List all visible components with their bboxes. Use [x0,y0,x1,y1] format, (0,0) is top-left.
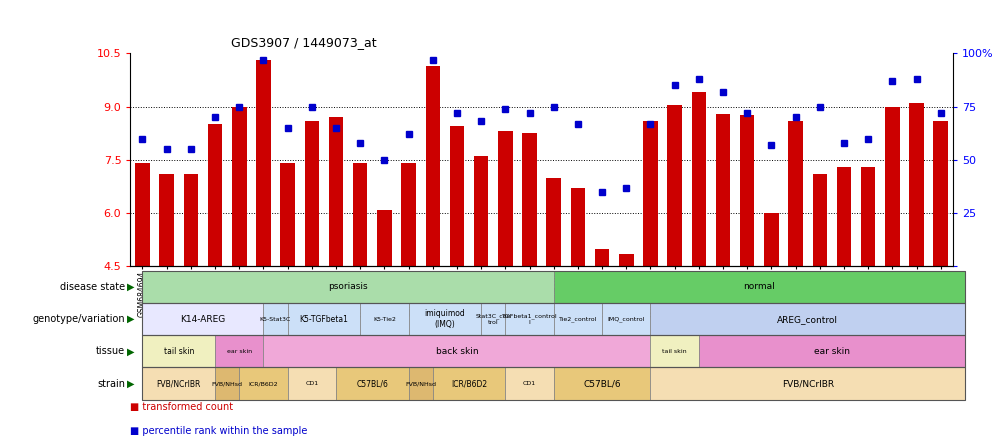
Text: AREG_control: AREG_control [777,315,838,324]
Bar [353,163,367,266]
Bar [933,121,947,266]
Text: tissue: tissue [96,346,125,357]
Text: tail skin: tail skin [661,349,686,354]
Bar [498,131,512,266]
Bar [666,105,681,266]
Bar [884,107,899,266]
Bar [207,124,222,266]
Bar [522,133,536,266]
Text: ▶: ▶ [127,282,134,292]
Bar [135,163,149,266]
Text: tail skin: tail skin [163,347,193,356]
Text: genotype/variation: genotype/variation [33,314,125,324]
Bar [836,167,851,266]
Text: ■ percentile rank within the sample: ■ percentile rank within the sample [130,426,308,436]
Text: K5-Stat3C: K5-Stat3C [260,317,291,321]
Text: disease state: disease state [60,282,125,292]
Bar [860,167,875,266]
Bar [546,178,560,266]
Text: FVB/NHsd: FVB/NHsd [405,381,436,386]
Bar [449,126,464,266]
Text: ICR/B6D2: ICR/B6D2 [451,379,487,388]
Text: GDS3907 / 1449073_at: GDS3907 / 1449073_at [230,36,376,49]
Text: ear skin: ear skin [813,347,849,356]
Bar [401,163,416,266]
Bar [618,254,633,266]
Text: IMQ_control: IMQ_control [607,316,644,322]
Bar [256,60,271,266]
Text: C57BL/6: C57BL/6 [356,379,388,388]
Bar [642,121,657,266]
Text: strain: strain [97,378,125,388]
Text: TGFbeta1_control
l: TGFbeta1_control l [501,313,557,325]
Text: K14-AREG: K14-AREG [180,315,225,324]
Text: ▶: ▶ [127,378,134,388]
Bar [909,103,923,266]
Bar [473,156,488,266]
Bar [812,174,827,266]
Text: ▶: ▶ [127,346,134,357]
Bar [764,213,778,266]
Text: C57BL/6: C57BL/6 [583,379,620,388]
Bar [594,249,609,266]
Text: ■ transformed count: ■ transformed count [130,402,233,412]
Text: psoriasis: psoriasis [328,282,368,291]
Bar [281,163,295,266]
Text: normal: normal [742,282,775,291]
Bar [305,121,319,266]
Bar [739,115,754,266]
Text: ear skin: ear skin [226,349,252,354]
Text: FVB/NHsd: FVB/NHsd [211,381,242,386]
Bar [183,174,198,266]
Text: back skin: back skin [435,347,478,356]
Bar [231,107,246,266]
Text: imiquimod
(IMQ): imiquimod (IMQ) [424,309,465,329]
Bar [425,66,440,266]
Text: K5-TGFbeta1: K5-TGFbeta1 [300,315,348,324]
Bar [159,174,173,266]
Text: CD1: CD1 [522,381,535,386]
Text: ▶: ▶ [127,314,134,324]
Text: Stat3C_con
trol: Stat3C_con trol [475,313,511,325]
Text: FVB/NCrIBR: FVB/NCrIBR [781,379,833,388]
Text: ICR/B6D2: ICR/B6D2 [248,381,278,386]
Text: CD1: CD1 [305,381,318,386]
Bar [715,114,729,266]
Bar [570,188,584,266]
Bar [329,117,343,266]
Bar [788,121,802,266]
Text: FVB/NCrIBR: FVB/NCrIBR [156,379,200,388]
Bar [691,92,705,266]
Text: K5-Tie2: K5-Tie2 [373,317,396,321]
Text: Tie2_control: Tie2_control [558,316,596,322]
Bar [377,210,391,266]
